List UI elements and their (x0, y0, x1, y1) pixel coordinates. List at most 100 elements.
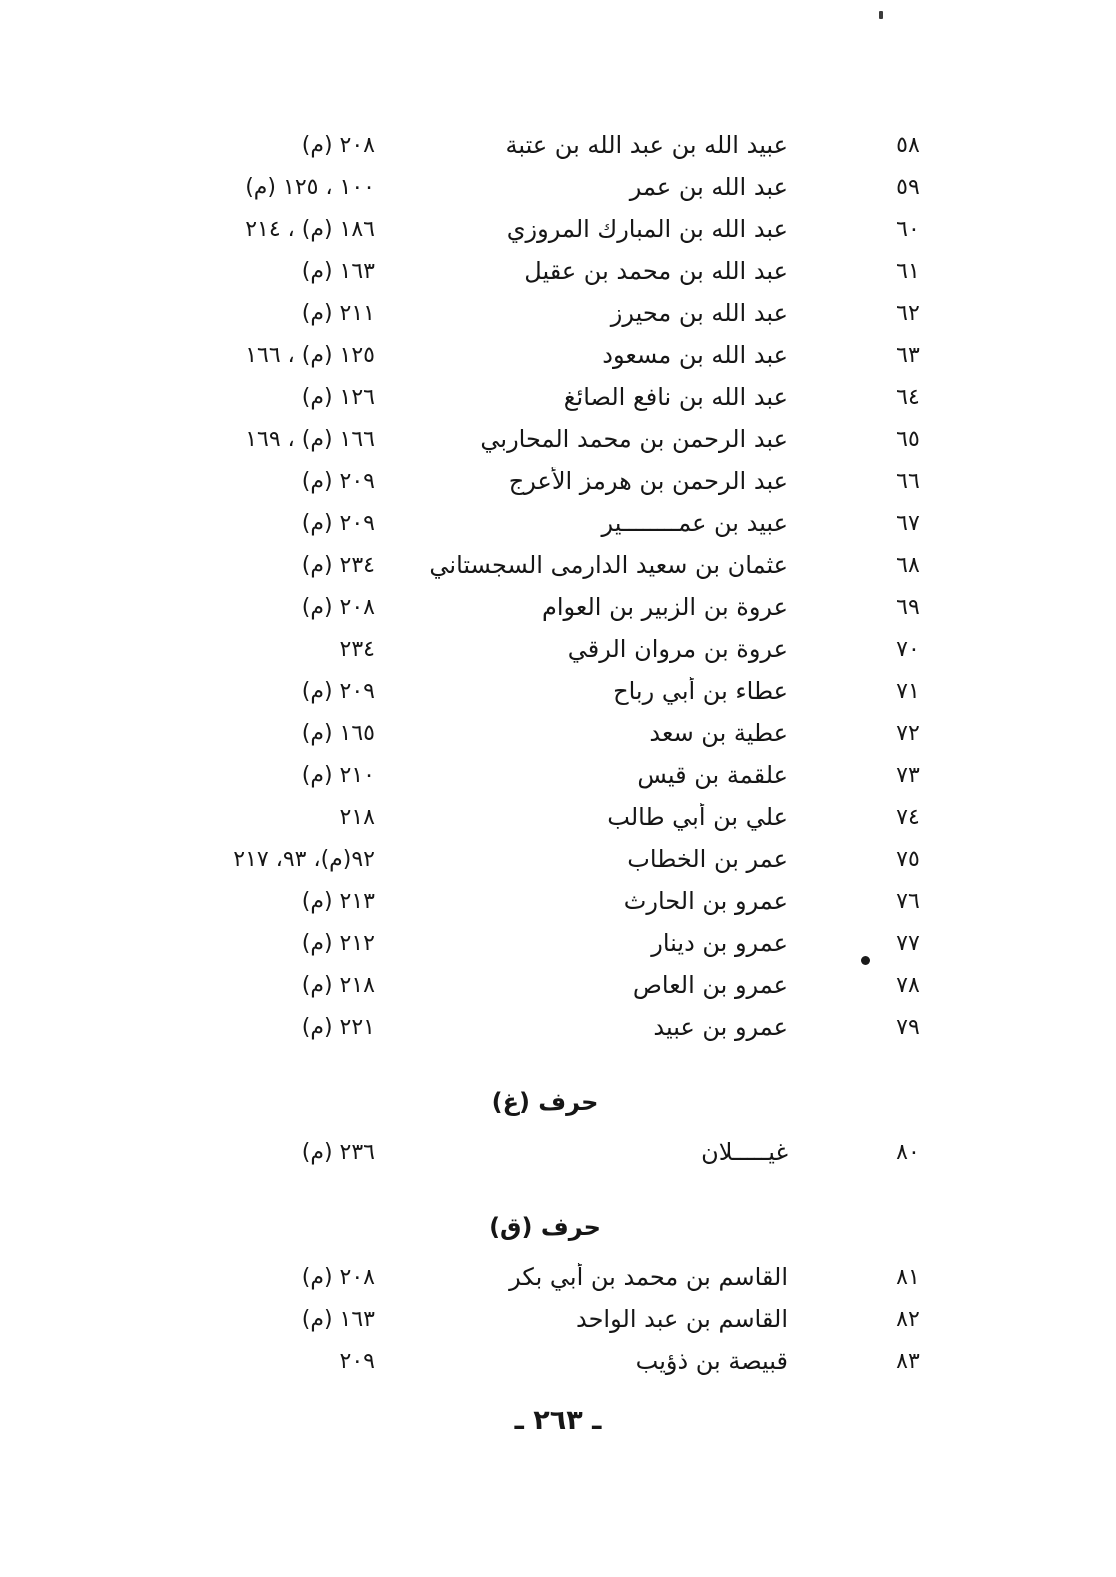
row-number: ٧٧ (896, 930, 920, 956)
index-row: ٧٤ علي بن أبي طالب ٢١٨ (150, 796, 940, 838)
ink-dot (861, 956, 870, 965)
row-name: عبد الله بن عمر (629, 173, 788, 201)
row-pages: ١٢٦ (م) (301, 384, 375, 410)
row-number: ٧٩ (896, 1014, 920, 1040)
row-number: ٧٨ (896, 972, 920, 998)
row-name: عمرو بن دينار (651, 929, 788, 957)
row-name: علقمة بن قيس (637, 761, 788, 789)
index-row: ٧٣ علقمة بن قيس ٢١٠ (م) (150, 754, 940, 796)
index-row: ٦٣ عبد الله بن مسعود ١٢٥ (م) ، ١٦٦ (150, 334, 940, 376)
index-row: ٧١ عطاء بن أبي رباح ٢٠٩ (م) (150, 670, 940, 712)
index-row: ٦٧ عبيد بن عمــــــــير ٢٠٩ (م) (150, 502, 940, 544)
section-heading: حرف (غ) (491, 1088, 599, 1116)
index-list: ٥٨ عبيد الله بن عبد الله بن عتبة ٢٠٨ (م)… (150, 124, 940, 1382)
index-row: ٨١ القاسم بن محمد بن أبي بكر ٢٠٨ (م) (150, 1256, 940, 1298)
row-number: ٨١ (896, 1264, 920, 1290)
index-row: ٦٦ عبد الرحمن بن هرمز الأعرج ٢٠٩ (م) (150, 460, 940, 502)
row-pages: ٢١٢ (م) (301, 930, 375, 956)
row-pages: ٢٠٨ (م) (301, 132, 375, 158)
row-name: عثمان بن سعيد الدارمى السجستاني (429, 551, 788, 579)
row-number: ٦٣ (896, 342, 920, 368)
row-name: عروة بن مروان الرقي (567, 635, 788, 663)
row-number: ٥٨ (896, 132, 920, 158)
index-row: ٧٦ عمرو بن الحارث ٢١٣ (م) (150, 880, 940, 922)
row-name: عبد الله بن نافع الصائغ (563, 383, 788, 411)
row-name: عطاء بن أبي رباح (613, 677, 788, 705)
row-number: ٨٣ (896, 1348, 920, 1374)
index-row: ٧٥ عمر بن الخطاب ٩٢(م)، ٩٣، ٢١٧ (150, 838, 940, 880)
row-number: ٥٩ (896, 174, 920, 200)
index-row: ٧٢ عطية بن سعد ١٦٥ (م) (150, 712, 940, 754)
index-row: ٨٠ غيـــــلان ٢٣٦ (م) (150, 1131, 940, 1173)
row-number: ٦٨ (896, 552, 920, 578)
row-pages: ٢١٨ (م) (301, 972, 375, 998)
row-pages: ١٦٦ (م) ، ١٦٩ (245, 426, 375, 452)
row-name: عبيد بن عمــــــــير (601, 509, 788, 537)
row-number: ٦٧ (896, 510, 920, 536)
row-pages: ٢٠٩ (م) (301, 510, 375, 536)
row-number: ٨٠ (896, 1139, 920, 1165)
row-pages: ٢٠٨ (م) (301, 594, 375, 620)
row-number: ٦٠ (896, 216, 920, 242)
row-name: القاسم بن محمد بن أبي بكر (509, 1263, 788, 1291)
row-name: عمرو بن الحارث (623, 887, 788, 915)
index-row: ٨٣ قبيصة بن ذؤيب ٢٠٩ (150, 1340, 940, 1382)
row-name: غيـــــلان (701, 1138, 788, 1166)
row-number: ٧٦ (896, 888, 920, 914)
row-number: ٨٢ (896, 1306, 920, 1332)
row-pages: ١٠٠ ، ١٢٥ (م) (245, 174, 375, 200)
index-row: ٧٩ عمرو بن عبيد ٢٢١ (م) (150, 1006, 940, 1048)
row-name: عطية بن سعد (649, 719, 788, 747)
index-row: ٦٢ عبد الله بن محيرز ٢١١ (م) (150, 292, 940, 334)
row-number: ٦٤ (896, 384, 920, 410)
row-number: ٧١ (896, 678, 920, 704)
row-pages: ١٦٣ (م) (301, 1306, 375, 1332)
row-pages: ٢٢١ (م) (301, 1014, 375, 1040)
row-name: عمر بن الخطاب (627, 845, 788, 873)
index-row: ٦٩ عروة بن الزبير بن العوام ٢٠٨ (م) (150, 586, 940, 628)
page-number-footer: ـ ٢٦٣ ـ (514, 1405, 602, 1436)
row-pages: ٢٠٩ (م) (301, 678, 375, 704)
row-name: علي بن أبي طالب (607, 803, 788, 831)
row-name: عبد الله بن مسعود (602, 341, 788, 369)
row-pages: ١٦٣ (م) (301, 258, 375, 284)
row-pages: ٢٣٤ (م) (301, 552, 375, 578)
index-row: ٧٠ عروة بن مروان الرقي ٢٣٤ (150, 628, 940, 670)
row-number: ٧٣ (896, 762, 920, 788)
row-name: عبد الله بن محمد بن عقيل (524, 257, 788, 285)
row-number: ٦٦ (896, 468, 920, 494)
row-number: ٧٠ (896, 636, 920, 662)
row-name: قبيصة بن ذؤيب (635, 1347, 788, 1375)
row-pages: ٩٢(م)، ٩٣، ٢١٧ (233, 846, 375, 872)
row-name: عبيد الله بن عبد الله بن عتبة (505, 131, 789, 159)
row-pages: ٢٣٤ (339, 636, 375, 662)
index-row: ٦١ عبد الله بن محمد بن عقيل ١٦٣ (م) (150, 250, 940, 292)
row-number: ٧٤ (896, 804, 920, 830)
index-row: ٥٩ عبد الله بن عمر ١٠٠ ، ١٢٥ (م) (150, 166, 940, 208)
row-pages: ١٢٥ (م) ، ١٦٦ (245, 342, 375, 368)
index-row: ٦٠ عبد الله بن المبارك المروزي ١٨٦ (م) ،… (150, 208, 940, 250)
row-pages: ٢١١ (م) (301, 300, 375, 326)
row-name: عمرو بن عبيد (653, 1013, 788, 1041)
scan-speck (879, 11, 883, 19)
row-pages: ٢٠٩ (م) (301, 468, 375, 494)
index-row: ٥٨ عبيد الله بن عبد الله بن عتبة ٢٠٨ (م) (150, 124, 940, 166)
row-name: عبد الرحمن بن هرمز الأعرج (508, 467, 788, 495)
index-row: ٦٤ عبد الله بن نافع الصائغ ١٢٦ (م) (150, 376, 940, 418)
row-pages: ١٨٦ (م) ، ٢١٤ (245, 216, 375, 242)
row-number: ٧٢ (896, 720, 920, 746)
row-pages: ٢١٣ (م) (301, 888, 375, 914)
row-name: عروة بن الزبير بن العوام (541, 593, 788, 621)
row-number: ٦١ (896, 258, 920, 284)
row-name: القاسم بن عبد الواحد (576, 1305, 788, 1333)
row-pages: ٢٠٩ (339, 1348, 375, 1374)
row-name: عبد الله بن المبارك المروزي (506, 215, 788, 243)
row-pages: ٢٠٨ (م) (301, 1264, 375, 1290)
row-pages: ٢١٨ (339, 804, 375, 830)
row-pages: ٢١٠ (م) (301, 762, 375, 788)
index-row: ٦٥ عبد الرحمن بن محمد المحاربي ١٦٦ (م) ،… (150, 418, 940, 460)
section-heading: حرف (ق) (489, 1213, 601, 1241)
row-name: عبد الله بن محيرز (610, 299, 788, 327)
row-name: عمرو بن العاص (632, 971, 788, 999)
